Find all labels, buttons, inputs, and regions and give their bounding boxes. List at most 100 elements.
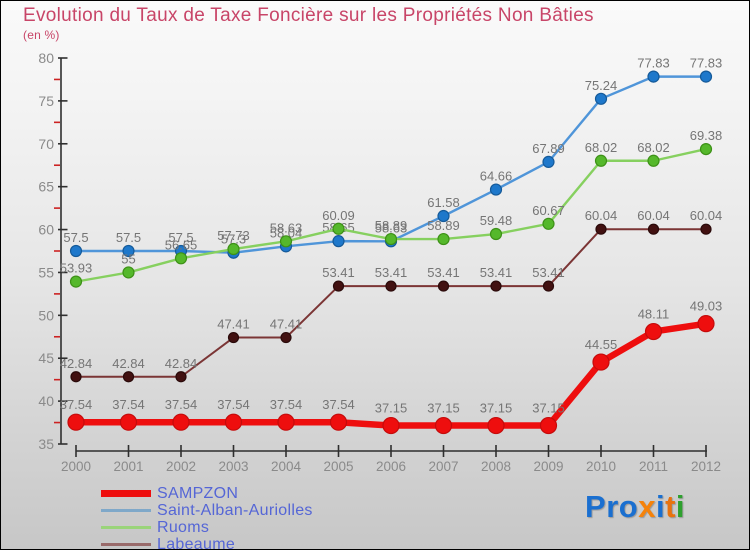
data-point-ruoms bbox=[594, 154, 608, 167]
data-point-label: 60.04 bbox=[585, 208, 618, 223]
x-tick-label: 2002 bbox=[166, 459, 196, 474]
data-point-saint-alban-auriolles bbox=[647, 70, 660, 83]
proxiti-logo: Proxiti bbox=[585, 489, 685, 525]
legend-swatch-saint-alban-auriolles bbox=[101, 509, 151, 512]
y-tick-label: 60 bbox=[38, 222, 54, 238]
data-point-label: 37.15 bbox=[532, 401, 565, 416]
data-point-label: 42.84 bbox=[60, 356, 93, 371]
y-tick-label: 35 bbox=[38, 436, 54, 452]
data-point-labeaume bbox=[542, 280, 555, 292]
data-point-sampzon bbox=[172, 413, 190, 431]
data-point-labeaume bbox=[647, 223, 660, 235]
y-tick-label: 75 bbox=[38, 93, 54, 109]
data-point-label: 37.54 bbox=[270, 397, 303, 412]
data-point-label: 75.24 bbox=[585, 78, 618, 93]
logo-letter: P bbox=[585, 489, 607, 524]
data-point-saint-alban-auriolles bbox=[699, 70, 713, 83]
data-point-label: 58.89 bbox=[427, 218, 460, 233]
y-tick-label: 40 bbox=[38, 393, 54, 409]
data-point-label: 77.83 bbox=[637, 56, 670, 71]
data-point-sampzon bbox=[434, 416, 453, 435]
data-point-labeaume bbox=[700, 223, 712, 235]
data-point-label: 68.02 bbox=[585, 140, 618, 155]
y-tick-label: 80 bbox=[38, 50, 54, 66]
logo-letter: x bbox=[638, 489, 656, 524]
x-tick-label: 2004 bbox=[271, 459, 302, 474]
data-point-label: 53.41 bbox=[532, 265, 565, 280]
x-tick-label: 2005 bbox=[323, 459, 353, 474]
data-point-label: 57.5 bbox=[116, 230, 141, 245]
data-point-label: 67.89 bbox=[532, 141, 565, 156]
x-tick-label: 2009 bbox=[533, 459, 563, 474]
data-point-labeaume bbox=[122, 371, 135, 383]
data-point-label: 60.67 bbox=[532, 203, 565, 218]
data-point-label: 61.58 bbox=[427, 195, 460, 210]
data-point-saint-alban-auriolles bbox=[122, 244, 135, 258]
y-tick-label: 50 bbox=[38, 307, 54, 323]
data-point-label: 49.03 bbox=[690, 299, 723, 314]
data-point-sampzon bbox=[119, 413, 138, 431]
legend-item-labeaume: Labeaume bbox=[101, 535, 313, 550]
logo-letter: r bbox=[606, 489, 619, 524]
data-point-label: 58.63 bbox=[375, 220, 408, 235]
data-point-ruoms bbox=[174, 252, 188, 265]
data-point-label: 58.63 bbox=[270, 220, 303, 235]
data-point-label: 57.5 bbox=[63, 230, 88, 245]
data-point-saint-alban-auriolles bbox=[437, 209, 450, 223]
data-point-ruoms bbox=[542, 217, 555, 230]
data-point-labeaume bbox=[227, 331, 240, 344]
logo-letter: i bbox=[655, 489, 666, 524]
data-point-sampzon bbox=[329, 413, 348, 431]
legend-swatch-sampzon bbox=[101, 490, 151, 497]
x-tick-label: 2000 bbox=[61, 459, 91, 474]
data-point-labeaume bbox=[490, 280, 502, 292]
data-point-label: 64.66 bbox=[480, 169, 513, 184]
data-point-label: 55 bbox=[121, 251, 135, 266]
data-point-label: 37.54 bbox=[165, 397, 198, 412]
data-point-label: 37.54 bbox=[60, 397, 93, 412]
data-point-label: 53.93 bbox=[60, 261, 93, 276]
data-point-label: 60.09 bbox=[322, 208, 355, 223]
data-point-sampzon bbox=[487, 416, 505, 435]
data-point-labeaume bbox=[385, 280, 397, 292]
data-point-labeaume bbox=[332, 280, 345, 292]
data-point-label: 77.83 bbox=[690, 56, 723, 71]
data-point-label: 60.04 bbox=[637, 208, 670, 223]
data-point-sampzon bbox=[592, 353, 610, 371]
legend-swatch-labeaume bbox=[101, 543, 151, 546]
data-point-label: 57.3 bbox=[221, 232, 246, 247]
data-point-label: 68.02 bbox=[637, 140, 670, 155]
logo-letter: o bbox=[618, 489, 639, 524]
legend-item-ruoms: Ruoms bbox=[101, 519, 313, 536]
data-point-sampzon bbox=[67, 413, 85, 431]
data-point-ruoms bbox=[699, 142, 713, 156]
x-tick-label: 2008 bbox=[481, 459, 511, 474]
y-tick-label: 70 bbox=[38, 136, 54, 152]
data-point-label: 37.15 bbox=[480, 401, 513, 416]
y-tick-label: 65 bbox=[38, 179, 54, 195]
data-point-label: 60.04 bbox=[690, 208, 723, 223]
data-point-label: 53.41 bbox=[375, 265, 408, 280]
data-point-label: 42.84 bbox=[112, 356, 145, 371]
data-point-label: 42.84 bbox=[165, 356, 198, 371]
data-point-label: 47.41 bbox=[270, 317, 303, 332]
legend-item-saint-alban-auriolles: Saint-Alban-Auriolles bbox=[101, 502, 313, 519]
x-tick-label: 2003 bbox=[218, 459, 248, 474]
legend-label: Labeaume bbox=[157, 535, 236, 550]
data-point-labeaume bbox=[437, 280, 450, 292]
data-point-label: 37.54 bbox=[322, 397, 355, 412]
data-point-label: 59.48 bbox=[480, 213, 513, 228]
data-point-saint-alban-auriolles bbox=[69, 244, 83, 258]
data-point-saint-alban-auriolles bbox=[594, 92, 608, 105]
x-tick-label: 2007 bbox=[428, 459, 458, 474]
data-point-saint-alban-auriolles bbox=[332, 235, 345, 248]
data-point-labeaume bbox=[595, 223, 607, 235]
legend: SAMPZON Saint-Alban-Auriolles Ruoms Labe… bbox=[101, 485, 313, 550]
data-point-label: 47.41 bbox=[217, 317, 250, 332]
data-point-label: 53.41 bbox=[480, 265, 513, 280]
legend-label: Ruoms bbox=[157, 518, 210, 536]
data-point-ruoms bbox=[437, 232, 450, 246]
data-point-label: 44.55 bbox=[585, 337, 618, 352]
